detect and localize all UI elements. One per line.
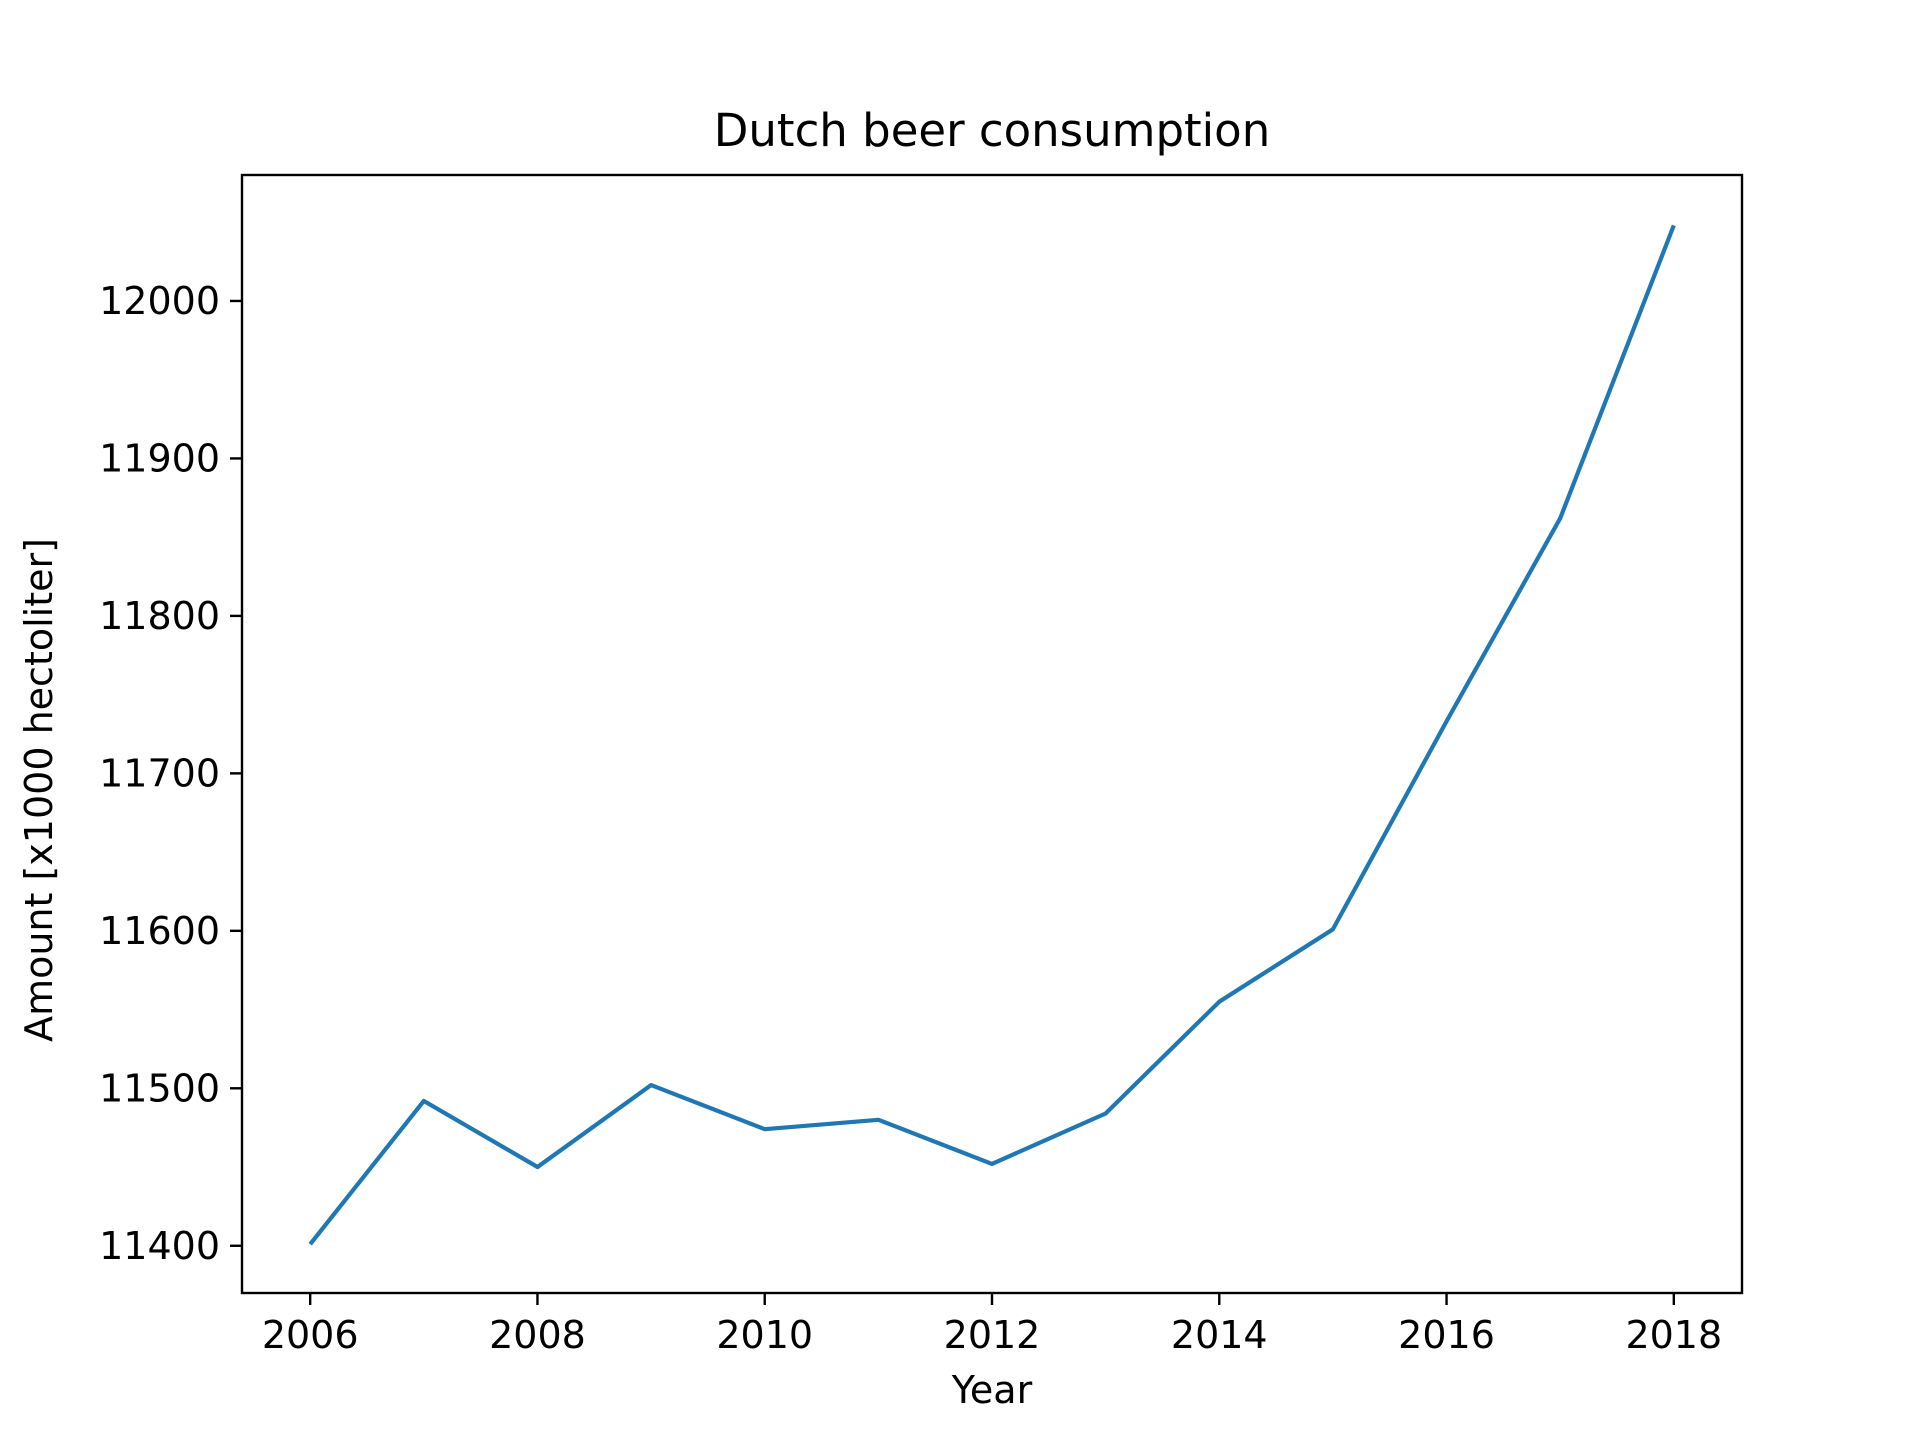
x-tick-label: 2008: [489, 1313, 586, 1357]
x-tick-label: 2006: [262, 1313, 359, 1357]
y-tick-label: 11400: [99, 1224, 220, 1268]
y-tick-label: 11500: [99, 1066, 220, 1110]
y-tick-label: 11600: [99, 909, 220, 953]
chart-title: Dutch beer consumption: [714, 104, 1270, 157]
series-line: [308, 224, 1676, 1246]
x-axis-label: Year: [951, 1368, 1033, 1412]
y-tick-label: 12000: [99, 279, 220, 323]
x-tick-label: 2016: [1398, 1313, 1495, 1357]
x-axis-ticks: 2006 2008 2010 2012 2014 2016 2018: [262, 1293, 1722, 1357]
y-axis-ticks: 11400 11500 11600 11700 11800 11900 12000: [99, 279, 242, 1268]
y-axis-label: Amount [x1000 hectoliter]: [17, 538, 61, 1042]
x-tick-label: 2010: [716, 1313, 813, 1357]
x-tick-label: 2014: [1171, 1313, 1268, 1357]
plot-area: [308, 224, 1676, 1246]
y-tick-label: 11700: [99, 751, 220, 795]
y-tick-label: 11900: [99, 436, 220, 480]
y-tick-label: 11800: [99, 594, 220, 638]
x-tick-label: 2018: [1625, 1313, 1722, 1357]
plot-frame: [240, 173, 1744, 1295]
x-tick-label: 2012: [944, 1313, 1041, 1357]
